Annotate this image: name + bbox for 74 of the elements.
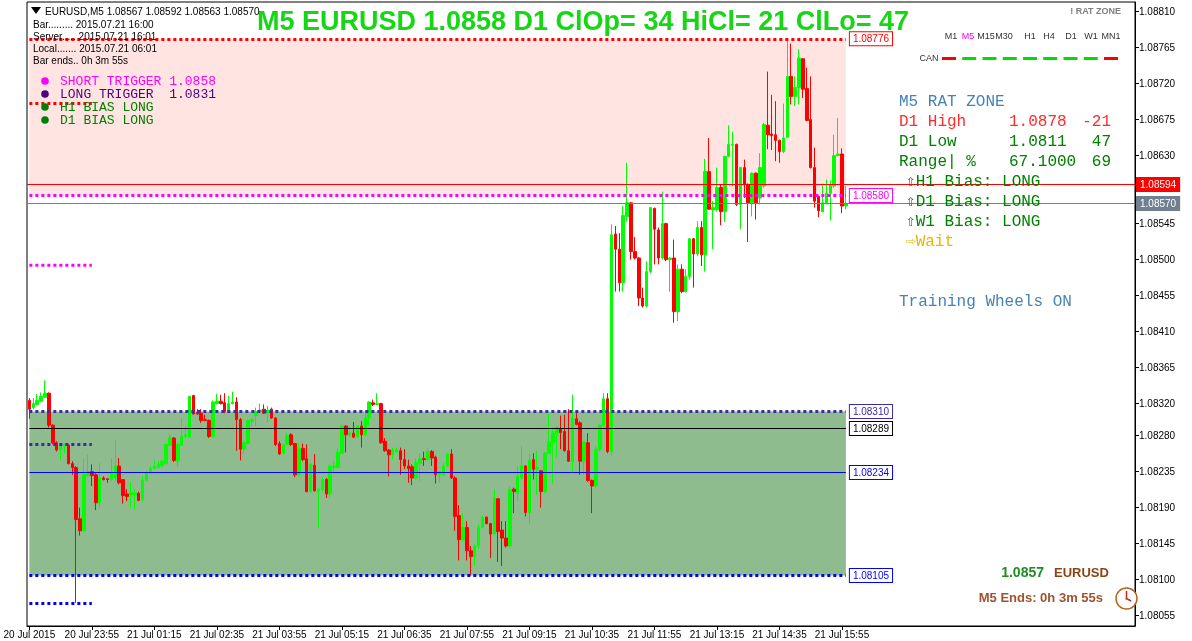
annotation: M1: [944, 31, 958, 41]
x-tick-label: 21 Jul 06:35: [377, 628, 433, 640]
annotation: 1.0878: [1009, 113, 1067, 131]
ref-line-label: 1.08234: [852, 466, 890, 478]
annotation: ! RAT ZONE: [1070, 6, 1121, 16]
y-tick-label: 1.08190: [1139, 502, 1176, 514]
ref-line-label: 1.08289: [852, 422, 890, 434]
y-tick-label: 1.08365: [1139, 362, 1176, 374]
x-tick-label: 21 Jul 07:55: [439, 628, 495, 640]
y-tick-label: 1.08630: [1139, 150, 1176, 162]
annotation: D1: [1065, 31, 1077, 41]
x-tick-label: 21 Jul 14:35: [752, 628, 808, 640]
annotation: Range| %: [899, 153, 977, 171]
annotation: SHORT TRIGGER 1.0858: [60, 73, 217, 89]
x-tick-label: 21 Jul 03:55: [252, 628, 308, 640]
annotation: M30: [995, 31, 1013, 41]
annotation: M5: [961, 31, 975, 41]
x-tick-label: 20 Jul 23:55: [64, 628, 120, 640]
x-tick-label: 20 Jul 2015: [3, 628, 56, 640]
x-tick-label: 21 Jul 11:55: [627, 628, 682, 640]
y-tick-label: 1.08500: [1139, 254, 1176, 266]
y-tick-label: 1.08100: [1139, 574, 1176, 586]
x-tick-label: 21 Jul 10:35: [564, 628, 620, 640]
y-tick-label: 1.08810: [1139, 6, 1176, 18]
annotation: D1 BIAS LONG: [60, 112, 154, 128]
x-tick-label: 21 Jul 02:35: [189, 628, 245, 640]
y-tick-label: 1.08675: [1139, 114, 1176, 126]
y-tick-label: 1.08410: [1139, 326, 1176, 338]
x-tick-label: 21 Jul 13:15: [689, 628, 745, 640]
y-tick-label: 1.08765: [1139, 42, 1176, 54]
annotation: 1.0857: [1001, 564, 1045, 580]
y-tick-label: 1.08235: [1139, 466, 1176, 478]
y-tick-label: 1.08455: [1139, 290, 1176, 302]
ref-line-label: 1.08570: [1140, 198, 1177, 210]
ref-line-label: 1.08310: [852, 406, 890, 418]
annotation: 69: [1091, 153, 1111, 171]
x-tick-label: 21 Jul 15:55: [814, 628, 870, 640]
annotation: 1.0811: [1009, 133, 1067, 151]
annotation: H4: [1043, 31, 1055, 41]
annotation: H1 BIAS LONG: [60, 99, 154, 115]
annotation: EURUSD: [1054, 564, 1109, 580]
annotation: CAN: [919, 53, 939, 63]
annotation: Training Wheels ON: [899, 293, 1072, 311]
annotation: D1 Low: [899, 133, 958, 151]
annotation: M5 RAT ZONE: [899, 93, 1005, 111]
y-tick-label: 1.08320: [1139, 398, 1176, 410]
annotation: LONG TRIGGER 1.0831: [60, 86, 217, 102]
ref-line-label: 1.08776: [852, 33, 890, 45]
annotation: -21: [1082, 113, 1111, 131]
annotation: Server..... 2015.07.21 16:01: [33, 30, 157, 42]
annotation: 67.1000: [1009, 153, 1077, 171]
annotation: M15: [977, 31, 995, 41]
ref-line-label: 1.08594: [1140, 178, 1177, 190]
annotation: M5 Ends: 0h 3m 55s: [978, 589, 1103, 605]
y-tick-label: 1.08545: [1139, 218, 1176, 230]
annotation: Bar ends.. 0h 3m 55s: [33, 54, 129, 66]
annotation: 47: [1091, 133, 1111, 151]
ref-line-label: 1.08105: [852, 570, 890, 582]
annotation: MN1: [1101, 31, 1121, 41]
annotation: Local....... 2015.07.21 06:01: [33, 42, 158, 54]
annotation: W1: [1084, 31, 1098, 41]
annotation: H1: [1024, 31, 1036, 41]
y-tick-label: 1.08055: [1139, 610, 1176, 622]
annotation: Bar......... 2015.07.21 16:00: [33, 18, 155, 30]
ref-line-label: 1.08580: [852, 190, 890, 202]
y-tick-label: 1.08280: [1139, 430, 1176, 442]
y-tick-label: 1.08720: [1139, 78, 1176, 90]
annotation: ⇧W1 Bias: LONG: [906, 213, 1041, 231]
x-tick-label: 21 Jul 09:15: [502, 628, 558, 640]
annotation: D1 High: [899, 113, 967, 131]
x-tick-label: 21 Jul 01:15: [127, 628, 183, 640]
x-tick-label: 21 Jul 05:15: [314, 628, 370, 640]
annotation: ⇨Wait: [906, 233, 955, 251]
y-tick-label: 1.08145: [1139, 538, 1176, 550]
